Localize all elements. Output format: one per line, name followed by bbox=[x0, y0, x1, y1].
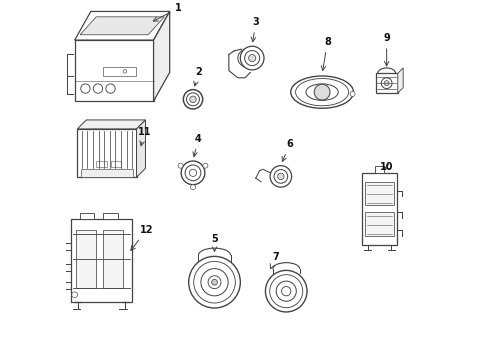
Polygon shape bbox=[77, 120, 146, 129]
Text: 3: 3 bbox=[251, 17, 259, 42]
Bar bbox=[80, 213, 95, 220]
Circle shape bbox=[190, 169, 196, 176]
Text: 2: 2 bbox=[194, 67, 202, 86]
Bar bbox=[366, 212, 393, 235]
Text: 10: 10 bbox=[380, 162, 393, 172]
Bar bbox=[81, 169, 133, 177]
Bar bbox=[375, 73, 398, 93]
Bar bbox=[96, 161, 107, 167]
Circle shape bbox=[384, 81, 389, 86]
Circle shape bbox=[123, 69, 126, 73]
Circle shape bbox=[93, 84, 102, 93]
Circle shape bbox=[72, 292, 77, 298]
Circle shape bbox=[187, 93, 199, 106]
Circle shape bbox=[274, 170, 288, 183]
Polygon shape bbox=[74, 40, 153, 101]
Text: 6: 6 bbox=[282, 139, 293, 161]
Circle shape bbox=[266, 270, 307, 312]
Circle shape bbox=[212, 279, 218, 285]
Bar bbox=[366, 182, 393, 205]
Circle shape bbox=[282, 287, 291, 296]
Circle shape bbox=[208, 276, 221, 289]
Circle shape bbox=[106, 84, 115, 93]
Circle shape bbox=[276, 281, 296, 301]
Circle shape bbox=[314, 84, 330, 100]
Polygon shape bbox=[74, 12, 170, 40]
Bar bbox=[103, 230, 123, 288]
Circle shape bbox=[270, 166, 292, 187]
Text: 9: 9 bbox=[383, 33, 390, 66]
Circle shape bbox=[194, 261, 235, 303]
Circle shape bbox=[278, 173, 284, 180]
Text: 12: 12 bbox=[131, 225, 153, 251]
Bar bbox=[111, 161, 122, 167]
Circle shape bbox=[181, 161, 205, 185]
Bar bbox=[77, 129, 137, 177]
Bar bbox=[76, 230, 96, 288]
Polygon shape bbox=[153, 12, 170, 101]
Text: 5: 5 bbox=[211, 234, 218, 251]
Circle shape bbox=[81, 84, 90, 93]
Circle shape bbox=[270, 275, 303, 308]
Ellipse shape bbox=[306, 84, 338, 100]
Circle shape bbox=[240, 46, 264, 70]
Polygon shape bbox=[398, 68, 403, 93]
Circle shape bbox=[201, 269, 228, 296]
Bar bbox=[103, 213, 118, 220]
Bar bbox=[103, 67, 136, 76]
Circle shape bbox=[178, 163, 183, 168]
Text: 11: 11 bbox=[138, 127, 151, 146]
Circle shape bbox=[203, 163, 208, 168]
Circle shape bbox=[191, 185, 196, 190]
Circle shape bbox=[190, 96, 196, 103]
Text: 8: 8 bbox=[321, 37, 331, 71]
Bar bbox=[375, 166, 384, 173]
Polygon shape bbox=[137, 120, 146, 177]
Circle shape bbox=[248, 54, 256, 62]
Bar bbox=[363, 173, 396, 244]
Ellipse shape bbox=[295, 78, 349, 106]
Text: 1: 1 bbox=[153, 3, 182, 21]
Circle shape bbox=[189, 256, 240, 308]
Circle shape bbox=[350, 91, 355, 96]
Circle shape bbox=[381, 78, 392, 89]
Ellipse shape bbox=[291, 76, 353, 108]
Text: 7: 7 bbox=[270, 252, 279, 269]
Circle shape bbox=[185, 165, 201, 181]
Text: 4: 4 bbox=[193, 134, 202, 157]
Bar bbox=[71, 220, 132, 302]
Circle shape bbox=[183, 90, 203, 109]
Circle shape bbox=[245, 50, 260, 66]
Polygon shape bbox=[80, 17, 164, 35]
